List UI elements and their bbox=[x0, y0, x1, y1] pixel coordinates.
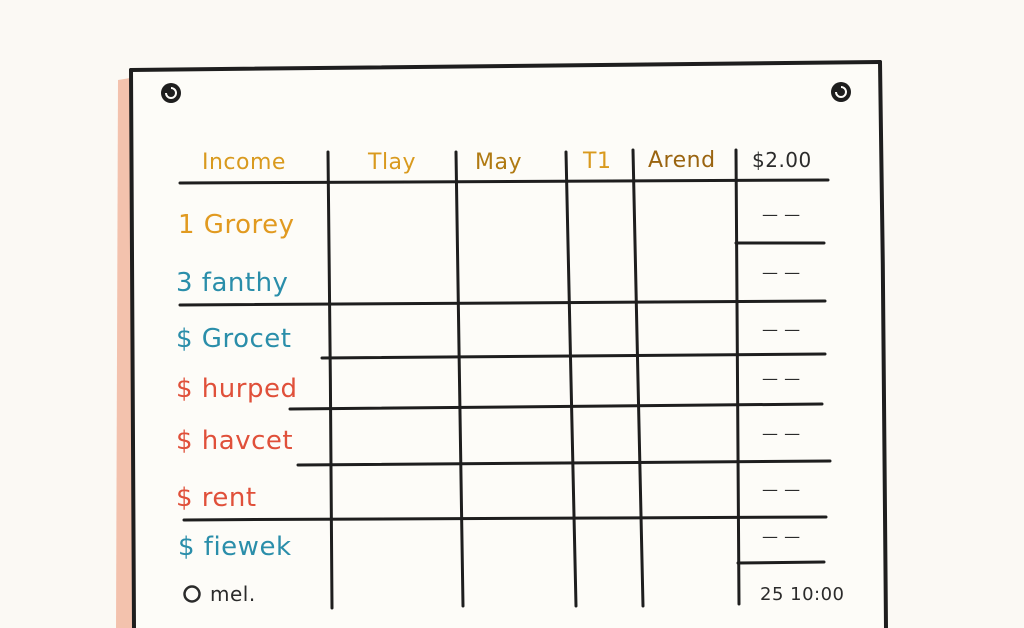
row-label-1: 1 Grorey bbox=[178, 210, 295, 240]
row-value-7: — — bbox=[762, 527, 801, 546]
row-label-3: $ Grocet bbox=[176, 324, 292, 354]
row-label-7: $ fiewek bbox=[178, 532, 292, 562]
header-col-1: Tlay bbox=[368, 150, 417, 175]
header-income: Income bbox=[202, 150, 286, 175]
row-value-4: — — bbox=[762, 369, 801, 388]
paper-shadow bbox=[116, 78, 132, 628]
pushpin-left-icon bbox=[161, 83, 181, 103]
paper-sheet bbox=[131, 62, 886, 628]
row-label-2: 3 fanthy bbox=[176, 268, 289, 298]
row-label-6: $ rent bbox=[176, 483, 257, 513]
row-value-5: — — bbox=[762, 424, 801, 443]
footer-total: 25 10:00 bbox=[760, 584, 845, 605]
sheet-right-edge bbox=[878, 60, 888, 628]
header-rule bbox=[178, 178, 830, 185]
pushpin-right-icon bbox=[831, 82, 851, 102]
footer-label: mel. bbox=[210, 582, 256, 606]
header-col-3: T1 bbox=[583, 149, 612, 174]
row-lines bbox=[178, 241, 832, 565]
row-label-4: $ hurped bbox=[176, 374, 298, 404]
header-col-2: May bbox=[475, 150, 522, 175]
row-value-6: — — bbox=[762, 480, 801, 499]
row-label-5: $ havcet bbox=[176, 426, 294, 456]
row-value-3: — — bbox=[762, 320, 801, 339]
row-value-1: — — bbox=[762, 205, 801, 224]
header-col-5: $2.00 bbox=[752, 148, 812, 172]
sheet-top-edge bbox=[129, 60, 882, 72]
header-col-4: Arend bbox=[648, 148, 716, 173]
sheet-left-edge bbox=[129, 68, 136, 628]
footer-ring-icon bbox=[183, 585, 201, 603]
column-lines bbox=[326, 148, 741, 610]
row-value-2: — — bbox=[762, 263, 801, 282]
